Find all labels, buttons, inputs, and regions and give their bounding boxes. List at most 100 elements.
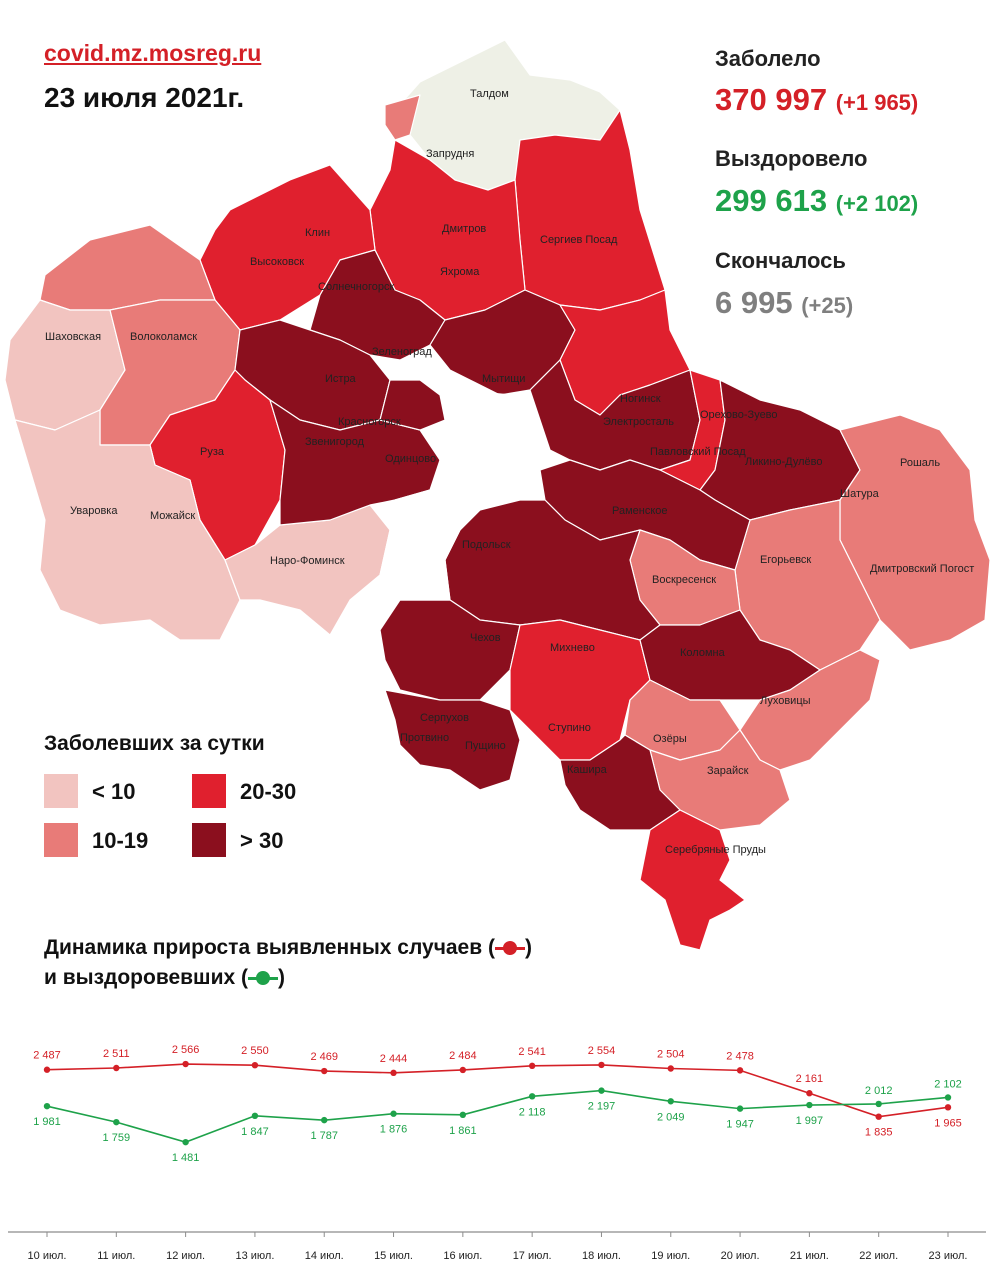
cases-data-label: 2 478 (726, 1050, 754, 1062)
map-place-label: Раменское (612, 505, 668, 517)
recovered-data-label: 1 876 (380, 1124, 408, 1136)
map-place-label: Яхрома (440, 266, 480, 278)
cases-point (528, 1062, 536, 1070)
recovered-point (667, 1098, 674, 1105)
cases-data-label: 2 554 (588, 1045, 616, 1057)
cases-point (875, 1113, 882, 1120)
recovered-label: Выздоровело (715, 146, 868, 171)
dynamics-close2: ) (277, 966, 285, 989)
map-place-label: Мытищи (482, 373, 525, 385)
x-tick-label: 11 июл. (97, 1250, 135, 1262)
recovered-point (736, 1105, 744, 1112)
recovered-data-label: 2 118 (519, 1106, 546, 1118)
recovered-data-label: 2 012 (865, 1085, 893, 1097)
map-place-label: Ликино-Дулёво (745, 456, 823, 468)
cases-data-label: 2 504 (657, 1049, 685, 1061)
cases-data-label: 2 161 (796, 1073, 824, 1085)
cases-data-label: 2 444 (380, 1053, 408, 1065)
map-place-label: Подольск (462, 539, 511, 551)
cases-point (736, 1067, 744, 1074)
map-place-label: Клин (305, 227, 330, 239)
map-place-label: Истра (325, 373, 357, 385)
map-place-label: Кашира (567, 764, 608, 776)
legend-label-20-30: 20-30 (240, 779, 297, 804)
legend-label-lt10: < 10 (92, 779, 136, 804)
recovered-series-marker-icon (247, 971, 278, 986)
map-place-label: Воскресенск (652, 574, 716, 586)
map-place-label: Руза (200, 446, 225, 458)
x-tick-label: 21 июл. (790, 1250, 829, 1262)
cases-point (667, 1065, 674, 1072)
map-place-label: Солнечногорск (318, 281, 394, 293)
cases-point (251, 1062, 259, 1069)
recovered-total: 299 613 (715, 183, 828, 218)
map-place-label: Орехово-Зуево (700, 409, 778, 421)
source-link[interactable]: covid.mz.mosreg.ru (44, 40, 262, 66)
map-place-label: Зеленоград (372, 346, 432, 358)
cases-label: Заболело (715, 46, 821, 71)
recovered-point (113, 1118, 120, 1126)
cases-series-marker-icon (494, 941, 525, 956)
recovered-data-label: 1 861 (449, 1125, 477, 1137)
map-districts (4, 39, 991, 951)
map-place-label: Серпухов (420, 712, 469, 724)
cases-point (43, 1066, 51, 1073)
recovered-data-label: 1 997 (796, 1115, 824, 1127)
x-tick-label: 18 июл. (582, 1250, 621, 1262)
map-place-label: Можайск (150, 510, 195, 522)
cases-data-label: 2 469 (310, 1051, 338, 1063)
map-place-label: Дмитров (442, 223, 486, 235)
map-place-label: Ногинск (620, 393, 661, 405)
map-place-label: Рошаль (900, 457, 940, 469)
legend-title: Заболевших за сутки (44, 732, 265, 755)
cases-value: 370 997 (+1 965) (715, 82, 918, 118)
recovered-data-label: 1 759 (103, 1132, 131, 1144)
x-tick-label: 13 июл. (235, 1250, 274, 1262)
cases-point (113, 1064, 120, 1072)
recovered-data-label: 2 049 (657, 1111, 685, 1123)
dynamics-line2: и выздоровевших ( (44, 966, 248, 989)
cases-data-label: 2 566 (172, 1044, 200, 1056)
x-tick-label: 10 июл. (28, 1250, 67, 1262)
cases-data-label: 2 541 (518, 1046, 546, 1058)
cases-point (321, 1067, 328, 1075)
map-place-label: Серебряные Пруды (665, 844, 766, 856)
recovered-point (528, 1093, 536, 1100)
new-moscow (379, 489, 481, 601)
x-tick-label: 12 июл. (166, 1250, 205, 1262)
map-place-label: Шаховская (45, 331, 101, 343)
map-labels: Талдом Запрудня Клин Дмитров Сергиев Посад Вы… (45, 88, 974, 856)
dynamics-line1: Динамика прироста выявленных случаев ( (44, 936, 495, 959)
map-place-label: Сергиев Посад (540, 234, 618, 246)
map-place-label: Павловский Посад (650, 446, 746, 458)
cases-data-label: 2 487 (33, 1050, 61, 1062)
map-place-label: Высоковск (250, 256, 304, 268)
map-place-label: Дмитровский Погост (870, 563, 974, 575)
recovered-point (459, 1111, 467, 1119)
recovered-data-label: 1 981 (33, 1116, 61, 1128)
cases-total: 370 997 (715, 82, 828, 117)
map-place-label: Зарайск (707, 765, 749, 777)
x-tick-label: 16 июл. (443, 1250, 482, 1262)
map-place-label: Михнево (550, 642, 595, 654)
recovered-delta: (+2 102) (835, 191, 919, 216)
district-serpukhov (384, 689, 521, 791)
cases-data-label: 1 835 (865, 1127, 893, 1139)
cases-point (459, 1066, 467, 1074)
recovered-point (875, 1100, 882, 1108)
x-tick-label: 17 июл. (513, 1250, 552, 1262)
legend-swatch-10-19 (44, 823, 78, 857)
x-tick-label: 14 июл. (305, 1250, 344, 1262)
cases-data-label: 2 484 (449, 1050, 477, 1062)
dynamics-chart: 10 июл. 11 июл. 12 июл. 13 июл. 14 июл. 15 ию… (8, 1044, 986, 1262)
recovered-data-label: 1 847 (241, 1126, 269, 1138)
x-tick-label: 19 июл. (651, 1250, 690, 1262)
x-tick-label: 22 июл. (859, 1250, 898, 1262)
x-tick-label: 23 июл. (929, 1250, 968, 1262)
recovered-point (251, 1112, 259, 1120)
recovered-point (598, 1087, 605, 1094)
recovered-point (944, 1094, 952, 1101)
deaths-value: 6 995 (+25) (715, 285, 853, 321)
moscow-city (439, 391, 541, 511)
cases-point (944, 1104, 952, 1111)
